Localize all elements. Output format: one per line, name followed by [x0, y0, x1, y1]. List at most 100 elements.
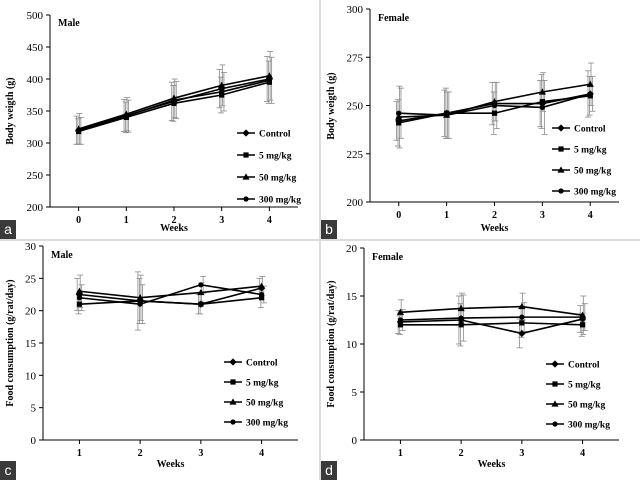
chart-a-legend-marker: [242, 129, 250, 137]
chart-b-title: Female: [378, 13, 410, 24]
chart-a-point-1: [219, 92, 225, 98]
chart-b-point-3: [396, 110, 402, 116]
chart-a-legend-marker: [242, 173, 250, 180]
chart-c-y-tick-label: 15: [25, 338, 37, 350]
chart-a-legend-label: 5 mg/kg: [259, 152, 292, 162]
chart-a-point-2: [218, 81, 226, 88]
chart-b-point-3: [587, 91, 593, 97]
chart-d-y-tick-label: 5: [352, 387, 358, 399]
chart-c-y-tick-label: 30: [25, 241, 37, 253]
chart-a-y-tick-label: 250: [27, 170, 44, 182]
chart-d-x-tick-label: 2: [459, 448, 464, 459]
chart-d-title: Female: [372, 252, 404, 263]
chart-d-legend-marker: [551, 360, 559, 368]
chart-b-y-tick-label: 300: [347, 4, 364, 16]
chart-b-y-tick-label: 275: [347, 52, 364, 64]
chart-c-point-1: [198, 301, 204, 307]
chart-a-y-axis-label: Body weigth (g): [5, 77, 16, 144]
chart-a-y-tick-label: 200: [27, 202, 44, 214]
chart-d-legend-label: 300 mg/kg: [568, 421, 610, 431]
chart-c-y-tick-label: 0: [31, 435, 37, 447]
chart-d-point-3: [579, 314, 586, 320]
chart-c-y-tick-label: 10: [25, 370, 37, 382]
chart-d-point-2: [396, 308, 405, 315]
chart-d-series-line-0: [400, 318, 583, 335]
chart-d-y-tick-label: 15: [346, 291, 358, 303]
chart-d-y-tick-label: 20: [346, 243, 358, 255]
chart-b-x-tick-label: 3: [540, 210, 545, 221]
panel-d: 0 5 10 15 20 1 2 3 4 Female Weeks Food consumption …: [321, 241, 640, 480]
chart-a-point-3: [219, 89, 225, 95]
chart-c-x-tick-label: 2: [138, 448, 143, 459]
chart-b-point-2: [586, 80, 594, 87]
chart-d-point-0: [518, 329, 526, 338]
chart-a-point-3: [266, 77, 272, 83]
chart-a-y-tick-label: 450: [27, 42, 44, 54]
chart-a-legend-marker: [243, 196, 249, 202]
chart-c-point-3: [137, 301, 143, 307]
chart-c-point-2: [257, 282, 266, 289]
chart-d-y-tick-label: 0: [352, 435, 358, 447]
chart-a-y-tick-label: 400: [27, 74, 44, 86]
chart-d-legend-marker: [552, 421, 558, 427]
chart-b-y-tick-label: 200: [347, 197, 364, 209]
chart-b-legend-label: 5 mg/kg: [574, 146, 607, 156]
chart-a-x-tick-label: 2: [172, 215, 177, 226]
chart-c-legend-marker: [230, 419, 236, 425]
chart-c-point-3: [76, 295, 83, 301]
panel-b: 200 225 250 275 300 0 1 2 3 4 Female Weeks Body weig…: [321, 0, 640, 239]
chart-d-point-1: [519, 320, 525, 326]
panel-label-a: a: [0, 220, 16, 239]
chart-b-legend-marker: [558, 146, 564, 152]
chart-c-point-1: [76, 301, 83, 307]
panel-c: 0 5 10 15 20 25 30 1 2 3 4 Male Weeks Food consumptio…: [0, 241, 319, 480]
chart-a-x-tick-label: 1: [124, 215, 129, 226]
chart-c-point-3: [198, 282, 204, 288]
chart-b-y-tick-label: 250: [347, 101, 364, 113]
chart-c: 0 5 10 15 20 25 30 1 2 3 4 Male Weeks Food consumptio…: [5, 241, 298, 470]
chart-a-title: Male: [58, 18, 80, 29]
chart-d-series-line-2: [400, 305, 583, 316]
chart-b-point-2: [395, 113, 403, 120]
chart-d-legend-label: Control: [568, 361, 600, 371]
chart-c-y-tick-label: 20: [25, 306, 37, 318]
chart-b-x-tick-label: 2: [492, 210, 497, 221]
chart-a-legend-label: Control: [259, 130, 291, 140]
chart-c-series-line-1: [79, 296, 262, 306]
chart-b-x-axis-label: Weeks: [481, 223, 509, 234]
chart-a-x-tick-label: 4: [267, 215, 272, 226]
chart-a-legend-marker: [243, 152, 249, 158]
chart-b-point-1: [539, 99, 545, 105]
chart-b-legend-marker: [558, 188, 564, 194]
panel-label-b: b: [321, 220, 337, 239]
chart-c-legend-label: 300 mg/kg: [246, 419, 288, 429]
chart-d-y-axis-label: Food consumption (g/rat/day): [326, 280, 337, 407]
chart-d-x-tick-label: 1: [398, 448, 403, 459]
chart-c-y-tick-label: 5: [31, 403, 37, 415]
chart-b-x-tick-label: 0: [396, 210, 401, 221]
chart-a-point-2: [265, 72, 273, 79]
chart-c-point-3: [258, 291, 265, 298]
chart-b-legend-label: 300 mg/kg: [574, 188, 616, 198]
panel-label-c: c: [0, 461, 16, 480]
chart-c-y-tick-label: 25: [25, 273, 37, 285]
chart-b: 200 225 250 275 300 0 1 2 3 4 Female Weeks Body weig…: [326, 4, 619, 234]
chart-d-point-3: [519, 314, 525, 320]
chart-c-x-tick-label: 3: [198, 448, 203, 459]
chart-c-legend-label: 5 mg/kg: [246, 379, 279, 389]
chart-d-point-2: [518, 302, 526, 310]
chart-b-x-tick-label: 4: [588, 210, 593, 221]
chart-c-y-axis-label: Food consumption (g/rat/day): [5, 279, 16, 406]
chart-a-x-tick-label: 3: [219, 215, 224, 226]
chart-b-point-2: [538, 88, 546, 95]
chart-d-point-2: [457, 304, 465, 312]
chart-d-point-3: [458, 315, 464, 321]
chart-d-point-1: [397, 322, 404, 328]
chart-b-point-3: [444, 112, 450, 118]
chart-d-y-tick-label: 10: [346, 339, 358, 351]
chart-d-point-3: [397, 317, 404, 323]
chart-c-legend-label: Control: [246, 359, 278, 369]
panel-label-d: d: [321, 461, 337, 480]
chart-a-legend-label: 300 mg/kg: [259, 196, 301, 206]
chart-d-legend-marker: [551, 400, 559, 407]
